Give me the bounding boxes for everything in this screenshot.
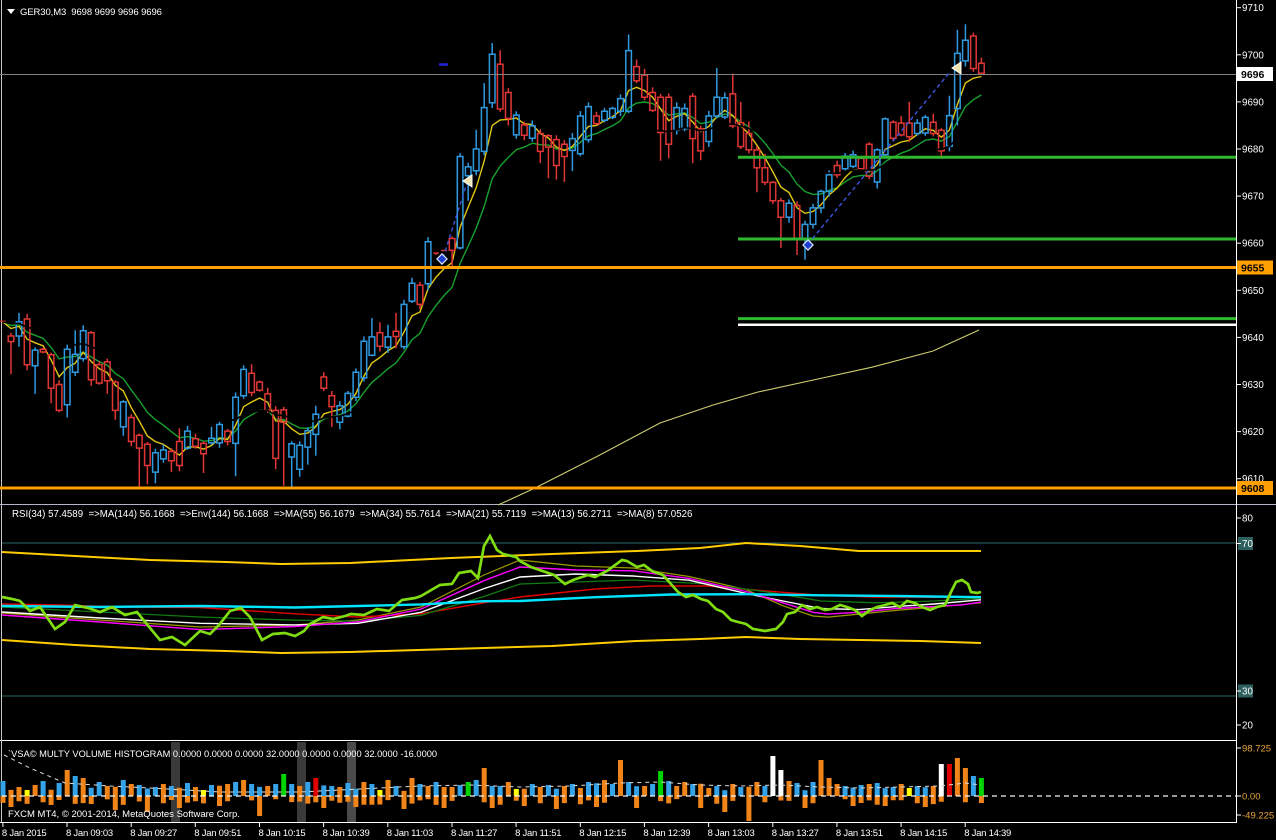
svg-text:8 Jan 09:03: 8 Jan 09:03	[66, 828, 113, 839]
svg-text:9608: 9608	[1241, 483, 1265, 495]
svg-text:8 Jan 11:03: 8 Jan 11:03	[387, 828, 433, 839]
svg-text:80: 80	[1242, 514, 1253, 525]
svg-text:0.00: 0.00	[1242, 792, 1261, 803]
svg-text:RSI(34) 57.4589 =>MA(144) 56.: RSI(34) 57.4589 =>MA(144) 56.1668 =>Env(…	[12, 509, 692, 520]
svg-text:8 Jan 13:51: 8 Jan 13:51	[836, 828, 883, 839]
svg-text:9660: 9660	[1242, 239, 1264, 250]
svg-text:FXCM MT4, © 2001-2014, MetaQuo: FXCM MT4, © 2001-2014, MetaQuotes Softwa…	[8, 809, 240, 820]
svg-text:9650: 9650	[1242, 286, 1264, 297]
svg-text:9680: 9680	[1242, 145, 1264, 156]
svg-text:30: 30	[1242, 687, 1253, 698]
svg-text:9710: 9710	[1242, 3, 1264, 14]
svg-text:8 Jan 10:15: 8 Jan 10:15	[259, 828, 306, 839]
svg-text:8 Jan 09:27: 8 Jan 09:27	[130, 828, 177, 839]
svg-text:9696: 9696	[1241, 69, 1265, 81]
svg-text:9690: 9690	[1242, 97, 1264, 108]
svg-text:8 Jan 11:27: 8 Jan 11:27	[451, 828, 497, 839]
svg-text:9655: 9655	[1241, 263, 1265, 275]
svg-text:9700: 9700	[1242, 50, 1264, 61]
svg-text:9610: 9610	[1242, 474, 1264, 485]
svg-text:8 Jan 12:39: 8 Jan 12:39	[643, 828, 690, 839]
svg-text:20: 20	[1242, 721, 1253, 732]
svg-text:8 Jan 11:51: 8 Jan 11:51	[515, 828, 561, 839]
svg-text:8 Jan 13:27: 8 Jan 13:27	[772, 828, 819, 839]
svg-text:8 Jan 09:51: 8 Jan 09:51	[194, 828, 241, 839]
svg-text:`VSA© MULTY VOLUME HISTOGRAM 0: `VSA© MULTY VOLUME HISTOGRAM 0.0000 0.00…	[8, 749, 437, 759]
svg-text:8 Jan 14:15: 8 Jan 14:15	[900, 828, 947, 839]
svg-text:8 Jan 13:03: 8 Jan 13:03	[708, 828, 755, 839]
svg-text:GER30,M3 9698 9699 9696 9696: GER30,M3 9698 9699 9696 9696	[20, 7, 162, 18]
svg-text:8 Jan 12:15: 8 Jan 12:15	[579, 828, 626, 839]
svg-text:9620: 9620	[1242, 427, 1264, 438]
svg-text:98.725: 98.725	[1242, 744, 1271, 755]
svg-text:8 Jan 2015: 8 Jan 2015	[2, 828, 47, 839]
svg-text:70: 70	[1242, 539, 1253, 550]
svg-text:-49.225: -49.225	[1242, 811, 1274, 822]
svg-text:9640: 9640	[1242, 333, 1264, 344]
svg-text:8 Jan 14:39: 8 Jan 14:39	[964, 828, 1011, 839]
svg-text:9630: 9630	[1242, 380, 1264, 391]
svg-text:9670: 9670	[1242, 192, 1264, 203]
svg-text:8 Jan 10:39: 8 Jan 10:39	[323, 828, 370, 839]
